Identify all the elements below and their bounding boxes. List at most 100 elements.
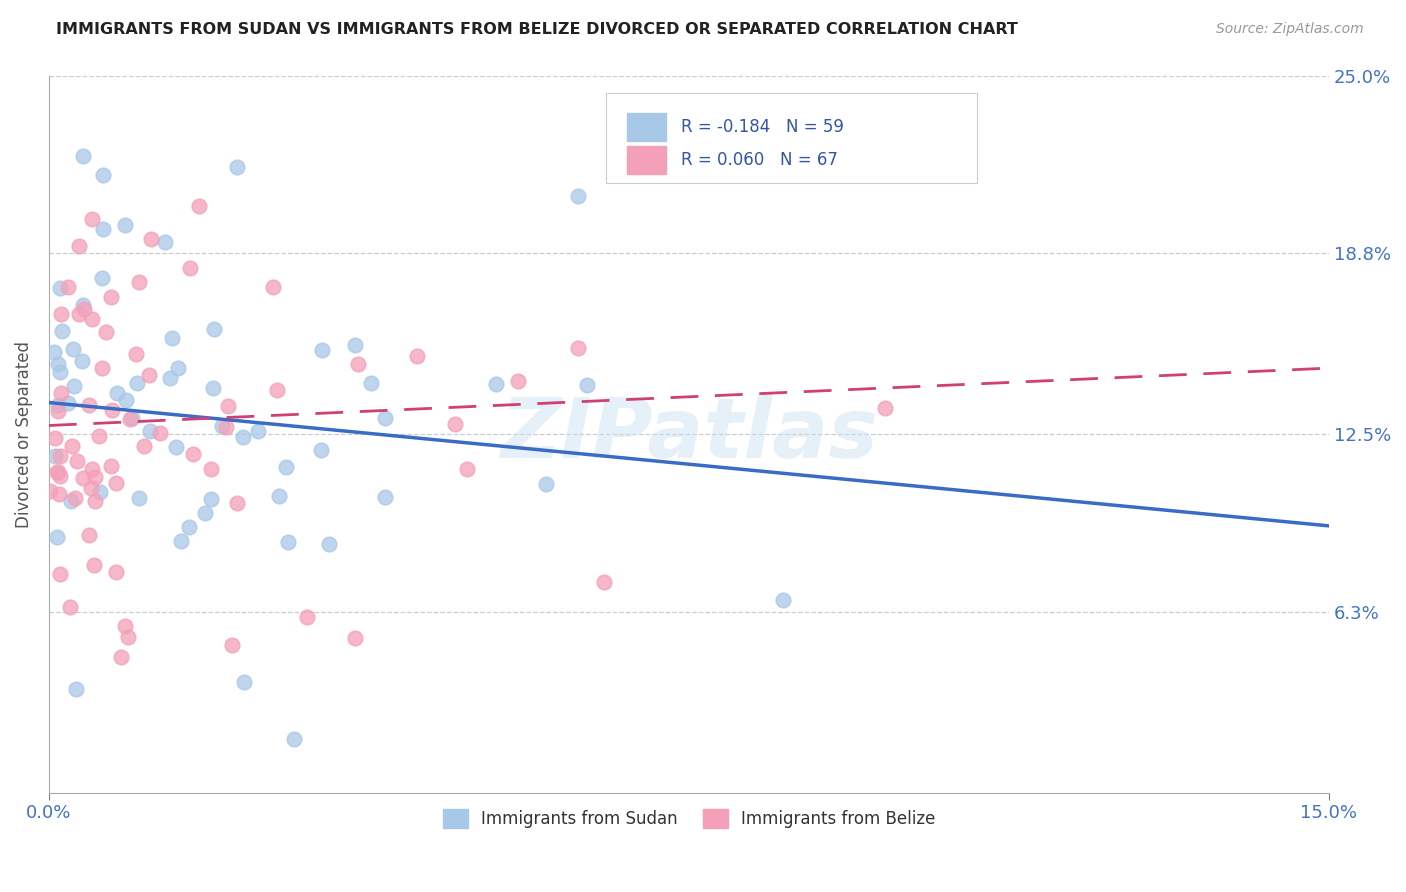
Legend: Immigrants from Sudan, Immigrants from Belize: Immigrants from Sudan, Immigrants from B… [436,802,942,835]
Point [87,428,110,442]
Point [42,344,65,359]
Point [188,199,211,213]
Point [153,235,176,249]
Point [262,280,284,294]
Point [46,403,69,417]
Point [100,403,122,417]
Point [406,349,429,363]
Point [48,487,70,501]
FancyBboxPatch shape [606,94,977,183]
Point [94,326,117,340]
Bar [627,112,666,141]
Point [84,494,107,508]
Point [49,281,72,295]
Point [456,461,478,475]
Point [91,271,114,285]
Point [202,322,225,336]
Point [297,610,319,624]
Point [128,491,150,505]
Point [132,439,155,453]
Point [49,469,72,483]
Point [114,219,136,233]
Point [73,301,96,316]
Point [80,481,103,495]
Point [77,398,100,412]
Point [232,430,254,444]
Point [311,343,333,357]
Point [48,357,70,371]
Point [100,459,122,474]
Point [46,465,69,479]
Point [49,307,72,321]
Point [374,411,396,425]
Point [232,674,254,689]
Point [104,475,127,490]
Point [159,371,181,385]
Point [67,238,90,252]
Point [160,330,183,344]
Point [49,567,72,582]
Text: R = -0.184   N = 59: R = -0.184 N = 59 [682,118,844,136]
Text: R = 0.060   N = 67: R = 0.060 N = 67 [682,151,838,169]
Point [875,401,897,416]
Text: ZIPatlas: ZIPatlas [501,393,877,475]
Point [215,419,238,434]
Point [65,454,87,468]
Point [65,682,87,697]
Point [59,600,82,615]
Point [226,496,249,510]
Point [139,424,162,438]
Point [91,169,114,183]
Point [128,275,150,289]
Point [104,565,127,579]
Point [127,376,149,391]
Point [246,424,269,438]
Point [149,426,172,441]
Point [309,443,332,458]
Text: Source: ZipAtlas.com: Source: ZipAtlas.com [1216,22,1364,37]
Point [72,298,94,312]
Point [508,374,530,388]
Point [91,360,114,375]
Point [567,341,589,355]
Point [343,632,366,646]
Point [347,357,370,371]
Point [80,211,103,226]
Point [60,494,83,508]
Text: IMMIGRANTS FROM SUDAN VS IMMIGRANTS FROM BELIZE DIVORCED OR SEPARATED CORRELATIO: IMMIGRANTS FROM SUDAN VS IMMIGRANTS FROM… [56,22,1018,37]
Point [77,528,100,542]
Point [344,338,367,352]
Point [444,417,467,431]
Point [592,575,614,590]
Point [46,465,69,479]
Point [177,520,200,534]
Point [63,378,86,392]
Point [49,386,72,401]
Y-axis label: Divorced or Separated: Divorced or Separated [15,341,32,527]
Point [575,378,598,392]
Point [49,365,72,379]
Point [360,376,382,390]
Point [277,535,299,549]
Point [105,385,128,400]
Point [89,485,111,500]
Point [117,630,139,644]
Point [100,290,122,304]
Point [266,383,288,397]
Point [141,232,163,246]
Point [202,381,225,395]
Point [51,324,73,338]
Point [211,419,233,434]
Point [536,477,558,491]
Point [165,440,187,454]
Point [91,222,114,236]
Point [58,396,80,410]
Point [44,431,66,445]
Point [63,491,86,506]
Point [169,534,191,549]
Point [60,439,83,453]
Point [67,307,90,321]
Point [318,537,340,551]
Point [167,360,190,375]
Point [567,189,589,203]
